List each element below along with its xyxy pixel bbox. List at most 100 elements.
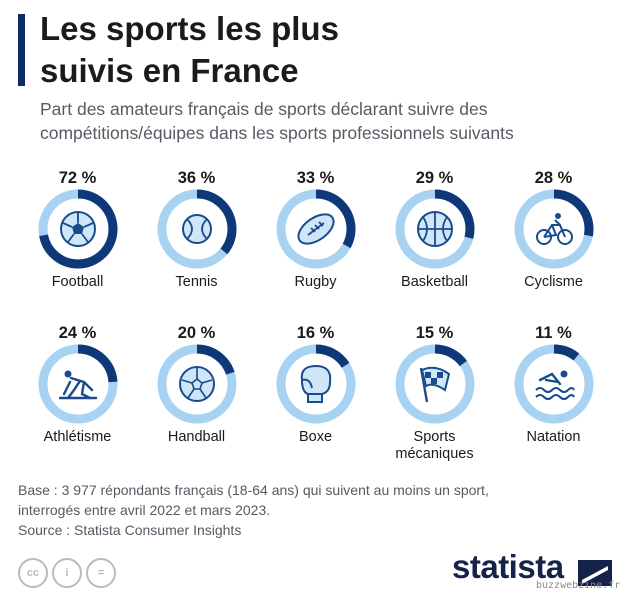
title-line-1: Les sports les plus [40,10,339,47]
athletics-icon [58,370,97,400]
ring-chart [394,343,476,425]
license-icons: cc i = [18,558,116,588]
sports-ring-grid: 72 % Football 36 % Tennis 33 % Rugby 29 % B… [18,168,613,468]
chart-title: Les sports les plus suivis en France [40,8,600,92]
category-label-line: Natation [526,429,581,445]
value-label: 16 % [296,324,335,342]
value-label: 15 % [415,324,454,342]
ring-value-arc [514,189,593,269]
value-label: 28 % [534,169,573,187]
sport-item: 33 % Rugby [256,168,375,291]
ring-chart [156,188,238,270]
attribution-icon[interactable]: i [52,558,82,588]
category-label-line: Football [51,274,104,290]
sport-item: 20 % Handball [137,323,256,446]
cycling-icon [535,213,573,245]
title-accent-bar [18,14,25,86]
ring-value-arc [38,344,117,424]
ring-track [514,344,593,424]
statista-logo[interactable]: statista [452,548,564,585]
ring-chart [513,188,595,270]
chart-subtitle: Part des amateurs français de sports déc… [40,97,625,145]
racing-flag-icon [419,366,450,403]
category-label: Tennis [137,274,256,291]
category-label-line: Sports [413,429,456,445]
cc-icon[interactable]: cc [18,558,48,588]
sport-item: 16 % Boxe [256,323,375,446]
ring-value-arc [276,344,355,424]
ring-chart [156,343,238,425]
value-label: 11 % [535,324,572,342]
value-label: 24 % [58,324,97,342]
ring-value-arc [395,344,474,424]
category-label-line: Cyclisme [524,274,583,290]
ring-svg [157,344,236,424]
basketball-icon [416,211,453,247]
ring-chart [37,188,119,270]
category-label: Boxe [256,429,375,446]
ring-chart [513,343,595,425]
handball-icon [178,366,215,402]
sport-item: 29 % Basketball [375,168,494,291]
category-label: Athlétisme [18,429,137,446]
base-line-1: Base : 3 977 répondants français (18-64 … [18,482,489,498]
ring-svg [395,344,474,424]
sport-item: 15 % Sports mécaniques [375,323,494,463]
category-label-line: Handball [167,429,226,445]
sport-item: 28 % Cyclisme [494,168,613,291]
value-label: 20 % [177,324,216,342]
category-label-line: Rugby [294,274,337,290]
boxing-icon [300,364,331,403]
sport-item: 72 % Football [18,168,137,291]
ring-value-arc [38,189,117,269]
ring-svg [276,344,355,424]
ring-value-arc [276,189,355,269]
title-line-2: suivis en France [40,52,299,89]
subtitle-line-2: compétitions/équipes dans les sports pro… [40,123,514,143]
category-label: Basketball [375,274,494,291]
statista-logo-mark-icon [578,560,612,586]
footer-note: Base : 3 977 répondants français (18-64 … [18,480,618,540]
tennis-icon [181,214,212,244]
ring-svg [276,189,355,269]
category-label-line: mécaniques [395,446,474,462]
category-label-line: Boxe [298,429,333,445]
source-line: Source : Statista Consumer Insights [18,522,242,538]
ring-svg [514,344,593,424]
base-line-2: interrogés entre avril 2022 et mars 2023… [18,502,271,518]
ring-chart [394,188,476,270]
ring-value-arc [514,344,593,424]
ring-value-arc [157,189,236,269]
ring-value-arc [157,344,236,424]
no-derivatives-icon[interactable]: = [86,558,116,588]
ring-svg [38,344,117,424]
watermark: buzzwebzine.fr [536,580,621,591]
ring-chart [275,343,357,425]
value-label: 33 % [296,169,335,187]
category-label: Sports mécaniques [375,429,494,463]
category-label: Handball [137,429,256,446]
ring-svg [38,189,117,269]
subtitle-line-1: Part des amateurs français de sports déc… [40,99,488,119]
category-label: Natation [494,429,613,446]
ring-svg [395,189,474,269]
value-label: 29 % [415,169,454,187]
category-label-line: Athlétisme [43,429,112,445]
category-label: Cyclisme [494,274,613,291]
value-label: 72 % [58,169,97,187]
value-label: 36 % [177,169,216,187]
category-label-line: Tennis [175,274,218,290]
category-label: Football [18,274,137,291]
sport-item: 24 % Athlétisme [18,323,137,446]
rugby-icon [296,213,335,245]
ring-svg [157,189,236,269]
ring-chart [37,343,119,425]
football-icon [59,211,96,247]
ring-svg [514,189,593,269]
sport-item: 36 % Tennis [137,168,256,291]
swimming-icon [534,370,575,400]
ring-chart [275,188,357,270]
sport-item: 11 % Natation [494,323,613,446]
ring-value-arc [395,189,474,269]
category-label-line: Basketball [401,274,468,290]
